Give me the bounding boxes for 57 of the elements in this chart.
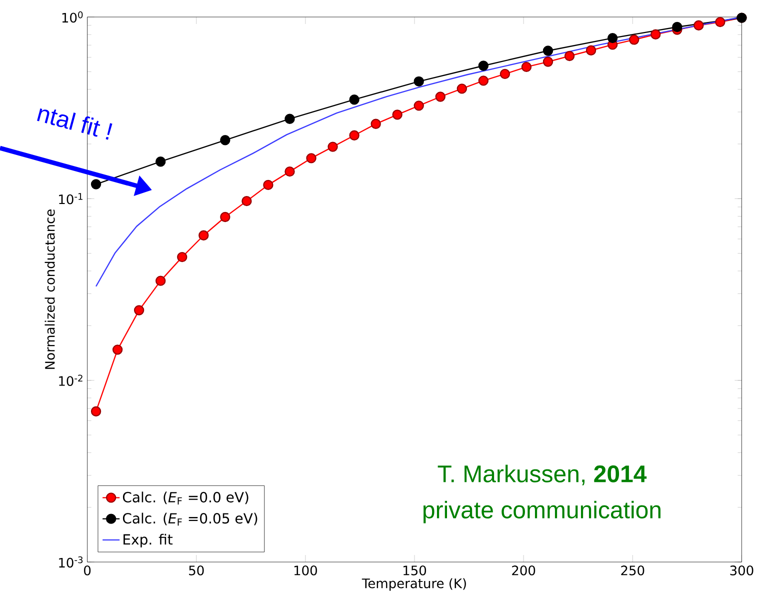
point — [521, 62, 532, 72]
x-tick-label: 200 — [512, 566, 536, 576]
point — [672, 22, 682, 32]
point — [263, 180, 274, 190]
point — [586, 45, 596, 56]
point — [220, 212, 230, 222]
point — [155, 276, 166, 286]
point — [414, 76, 424, 87]
point — [478, 76, 489, 86]
point — [542, 46, 554, 56]
point — [650, 29, 661, 40]
x-tick-label: 0 — [84, 566, 91, 576]
point — [715, 16, 726, 28]
legend-label: Calc. (E$_{F}$ =0.0 eV) — [122, 492, 248, 504]
point — [328, 142, 338, 152]
point — [456, 84, 467, 94]
point — [220, 135, 230, 146]
point — [629, 34, 640, 45]
y-axis-title: Normalized conductance — [44, 210, 55, 369]
point — [607, 32, 618, 44]
point — [500, 68, 510, 80]
point — [90, 179, 102, 190]
point — [284, 166, 295, 177]
point — [284, 114, 295, 124]
point — [134, 305, 144, 316]
x-axis-title: Temperature (K) — [362, 578, 466, 591]
x-tick-label: 150 — [404, 566, 426, 576]
point — [435, 92, 446, 102]
y-tick-label: 10$^{-2}$ — [59, 374, 82, 386]
x-tick-label: 300 — [730, 566, 754, 576]
point — [349, 94, 360, 105]
y-tick-label: 10$^{0}$ — [62, 11, 83, 23]
point — [90, 406, 102, 416]
point — [414, 100, 424, 111]
point — [349, 130, 360, 140]
x-tick-label: 100 — [294, 566, 317, 576]
point — [112, 344, 123, 355]
x-tick-label: 250 — [621, 566, 644, 576]
annotation: T. Markussen, 2014 — [438, 464, 647, 486]
point — [392, 110, 402, 120]
y-tick-label: 10$^{-3}$ — [59, 556, 83, 568]
point — [542, 56, 554, 67]
point — [478, 60, 489, 71]
point — [177, 252, 188, 262]
annotation: ntal fit ! — [37, 108, 112, 140]
point — [370, 118, 381, 129]
legend-label: Calc. (E$_{F}$ =0.05 eV) — [122, 512, 258, 526]
point — [155, 156, 166, 167]
point — [198, 230, 209, 240]
point — [564, 50, 575, 62]
point — [306, 153, 316, 164]
legend-label: Exp. fit — [124, 534, 173, 548]
point — [694, 20, 704, 30]
x-tick-label: 50 — [189, 566, 204, 576]
y-tick-label: 10$^{-1}$ — [59, 193, 82, 204]
annotation: private communication — [424, 500, 660, 524]
point — [242, 196, 252, 206]
